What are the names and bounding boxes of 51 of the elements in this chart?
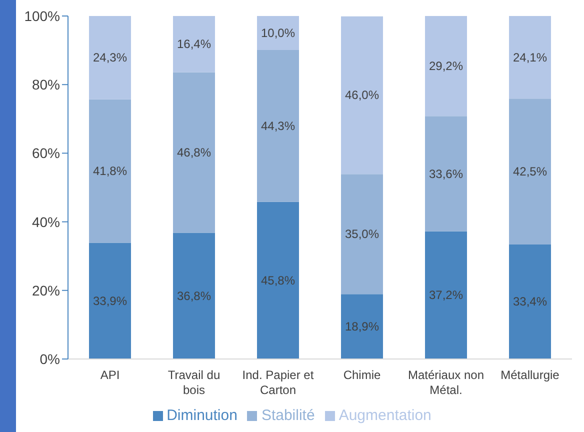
y-tick-label: 0%: [40, 350, 60, 367]
data-label: 16,4%: [176, 37, 212, 52]
data-label: 45,8%: [260, 273, 296, 288]
data-label: 37,2%: [428, 288, 464, 302]
bar: [173, 72, 215, 233]
data-label: 33,9%: [92, 294, 128, 308]
data-label: 18,9%: [344, 320, 380, 334]
legend-label: Augmentation: [338, 407, 432, 424]
y-tick-label: 80%: [32, 76, 60, 93]
x-tick-label: Matériaux non Métal.: [408, 368, 484, 397]
data-label: 44,3%: [260, 118, 296, 133]
data-label: 42,5%: [512, 164, 548, 179]
bar: [509, 98, 551, 244]
bar: [89, 99, 131, 243]
y-tick-label: 100%: [24, 8, 60, 24]
bar: [257, 202, 299, 359]
data-label: 46,8%: [176, 146, 212, 160]
bar: [509, 16, 551, 99]
bar: [89, 242, 131, 359]
y-tick-label: 40%: [32, 214, 60, 230]
bar: [89, 16, 131, 100]
data-label: 10,0%: [260, 26, 296, 40]
data-label: 46,0%: [344, 88, 380, 102]
x-tick-label: API: [100, 368, 120, 382]
x-tick-label: Ind. Papier et Carton: [242, 368, 314, 397]
bar: [341, 16, 383, 174]
data-label: 36,8%: [176, 288, 212, 303]
data-label: 33,4%: [512, 294, 548, 309]
x-tick-label: Métallurgie: [500, 368, 560, 382]
y-tick-label: 60%: [32, 145, 60, 162]
bar: [425, 231, 467, 359]
data-label: 41,8%: [92, 164, 128, 178]
bar: [425, 16, 467, 116]
legend-label: Diminution: [166, 407, 238, 424]
bar: [509, 244, 551, 359]
bar: [257, 50, 299, 202]
data-label: 29,2%: [428, 59, 464, 74]
data-label: 24,3%: [92, 50, 128, 65]
bar: [425, 116, 467, 232]
bar: [341, 294, 383, 359]
y-tick-label: 20%: [32, 282, 60, 298]
x-tick-label: Travail du bois: [168, 368, 220, 397]
bar: [173, 232, 215, 359]
bar: [257, 16, 299, 50]
x-tick-label: Chimie: [343, 368, 381, 382]
data-label: 33,6%: [428, 166, 464, 181]
bar: [341, 174, 383, 294]
data-label: 24,1%: [512, 50, 548, 64]
bar: [173, 16, 215, 72]
data-label: 35,0%: [344, 227, 380, 242]
legend-label: Stabilité: [261, 407, 315, 424]
